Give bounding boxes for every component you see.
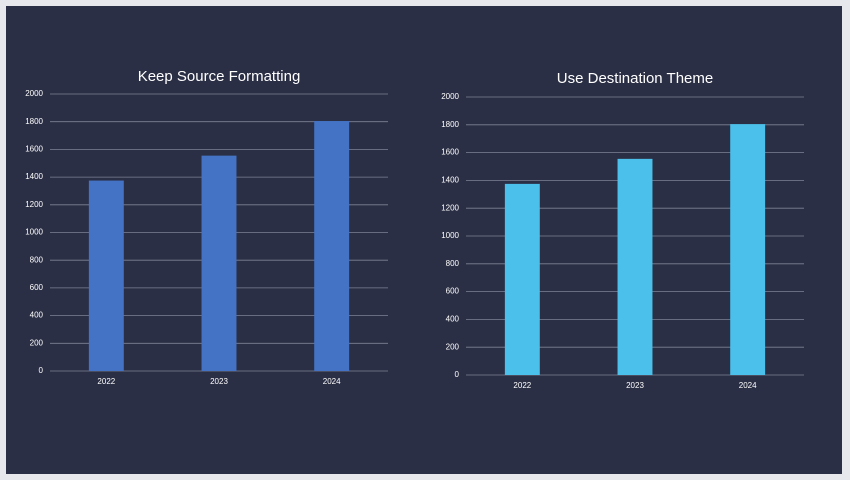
y-tick-label: 0 (39, 366, 44, 375)
bar (88, 180, 124, 371)
y-tick-label: 200 (446, 342, 460, 351)
bar (730, 124, 766, 375)
y-tick-label: 1400 (25, 172, 43, 181)
y-tick-label: 1000 (25, 228, 43, 237)
x-tick-label: 2022 (97, 377, 115, 386)
y-tick-label: 200 (30, 338, 44, 347)
chart-title: Use Destination Theme (557, 70, 713, 87)
y-tick-label: 400 (446, 315, 460, 324)
y-tick-label: 800 (446, 259, 460, 268)
y-tick-label: 600 (446, 287, 460, 296)
bar (314, 121, 350, 371)
y-tick-label: 2000 (25, 89, 43, 98)
y-tick-label: 0 (455, 370, 460, 379)
y-tick-label: 1600 (25, 145, 43, 154)
y-tick-label: 1400 (441, 176, 459, 185)
y-tick-label: 1200 (25, 200, 43, 209)
y-tick-label: 1000 (441, 231, 459, 240)
y-tick-label: 800 (30, 255, 44, 264)
bar (504, 183, 540, 375)
bar (617, 158, 653, 375)
x-tick-label: 2023 (626, 381, 644, 390)
y-tick-label: 1200 (441, 203, 459, 212)
slide (6, 6, 842, 474)
x-tick-label: 2024 (323, 377, 341, 386)
x-tick-label: 2024 (739, 381, 757, 390)
y-tick-label: 2000 (441, 92, 459, 101)
y-tick-label: 400 (30, 311, 44, 320)
y-tick-label: 1800 (441, 120, 459, 129)
bar (201, 155, 237, 371)
chart-title: Keep Source Formatting (138, 68, 301, 85)
x-tick-label: 2023 (210, 377, 228, 386)
y-tick-label: 600 (30, 283, 44, 292)
y-tick-label: 1800 (25, 117, 43, 126)
y-tick-label: 1600 (441, 148, 459, 157)
x-tick-label: 2022 (513, 381, 531, 390)
